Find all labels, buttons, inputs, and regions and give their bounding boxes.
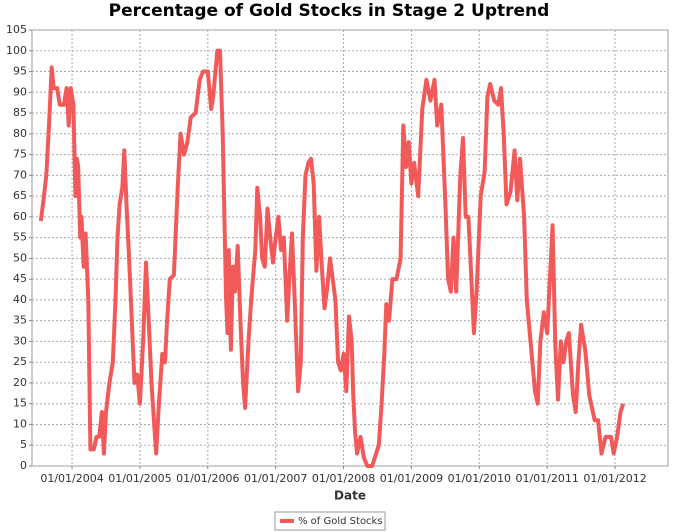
y-tick-label: 5 (20, 438, 27, 451)
x-tick-label: 01/01/2008 (312, 472, 375, 485)
y-tick-label: 25 (13, 355, 27, 368)
legend-box (274, 511, 386, 531)
y-tick-label: 30 (13, 334, 27, 347)
y-tick-label: 95 (13, 65, 27, 78)
y-tick-label: 70 (13, 168, 27, 181)
chart-title: Percentage of Gold Stocks in Stage 2 Upt… (109, 1, 550, 21)
y-tick-label: 20 (13, 376, 27, 389)
y-tick-label: 90 (13, 85, 27, 98)
y-tick-label: 80 (13, 127, 27, 140)
y-tick-label: 45 (13, 272, 27, 285)
x-tick-label: 01/01/2007 (244, 472, 307, 485)
x-tick-label: 01/01/2005 (108, 472, 171, 485)
y-tick-label: 100 (6, 44, 27, 57)
y-tick-label: 105 (6, 23, 27, 36)
y-tick-label: 10 (13, 417, 27, 430)
y-tick-label: 40 (13, 293, 27, 306)
y-tick-label: 55 (13, 231, 27, 244)
x-tick-label: 01/01/2011 (515, 472, 578, 485)
y-tick-label: 50 (13, 251, 27, 264)
y-tick-label: 85 (13, 106, 27, 119)
y-tick-label: 15 (13, 397, 27, 410)
y-tick-label: 75 (13, 148, 27, 161)
y-tick-label: 0 (20, 459, 27, 472)
x-axis-label: Date (334, 489, 366, 503)
x-tick-label: 01/01/2010 (448, 472, 511, 485)
x-tick-label: 01/01/2009 (380, 472, 443, 485)
legend-label: % of Gold Stocks (298, 516, 383, 527)
y-tick-label: 60 (13, 210, 27, 223)
y-tick-label: 65 (13, 189, 27, 202)
x-tick-label: 01/01/2004 (40, 472, 103, 485)
y-tick-label: 35 (13, 314, 27, 327)
data-line (38, 48, 626, 468)
x-tick-label: 01/01/2012 (583, 472, 646, 485)
x-tick-label: 01/01/2006 (176, 472, 239, 485)
